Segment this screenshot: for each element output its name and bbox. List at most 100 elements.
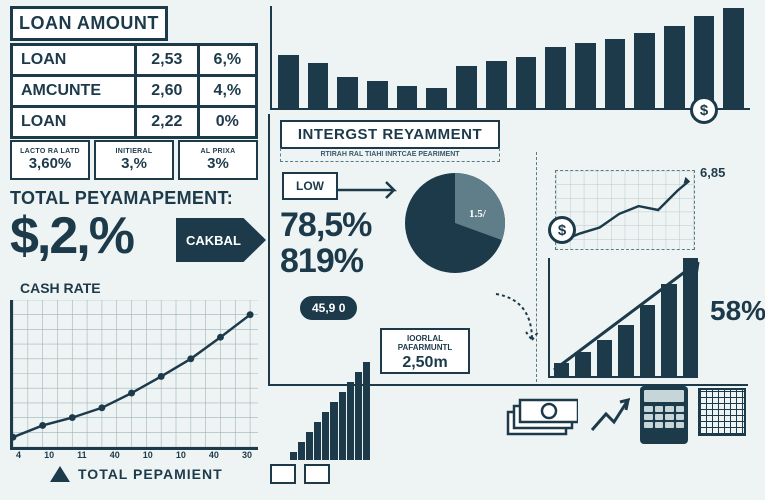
cash-xaxis-tick: 4 — [16, 450, 21, 460]
top-bar — [486, 61, 507, 108]
mini-line-chart — [555, 170, 695, 250]
stat-strip: LACTO RA LATD 3,60% INITIERAL 3,% AL PRI… — [10, 140, 258, 180]
top-bar — [308, 63, 329, 108]
pie-chart: 1.5/ — [400, 168, 510, 278]
bottom-boxes — [270, 464, 330, 484]
stair-bar — [339, 392, 346, 460]
loan-row-label: AMCUNTE — [12, 76, 136, 107]
interest-repayment-title: INTERGST REYAMMENT — [280, 120, 500, 149]
loan-row-label: LOAN — [12, 107, 136, 138]
big-pct-b: 819% — [280, 244, 371, 280]
top-bar — [426, 88, 447, 108]
rb-bar — [661, 284, 676, 376]
low-tag: LOW — [282, 172, 338, 200]
right-bottom-bar-chart — [548, 258, 698, 378]
mini-line-value: 6,85 — [700, 165, 725, 180]
rb-bar — [597, 340, 612, 376]
loan-row-rate: 6,% — [198, 45, 256, 76]
stat-label: AL PRIXA — [201, 148, 236, 155]
loan-table-header: LOAN AMOUNT — [10, 6, 168, 41]
top-bar — [664, 26, 685, 108]
calculator-icon — [640, 386, 688, 444]
bottom-box — [270, 464, 296, 484]
rb-bar — [618, 325, 633, 376]
cash-rate-label: CASH RATE — [20, 280, 101, 296]
cash-xaxis-tick: 10 — [143, 450, 153, 460]
small-box-label: IOORLAL PAFARMUNTL — [398, 334, 453, 352]
big-percentages: 78,5% 819% — [280, 208, 371, 279]
top-bar-chart — [270, 6, 750, 110]
coin-icon: $ — [548, 216, 576, 244]
grid-icon — [698, 388, 746, 436]
connector-arrow-right — [336, 178, 406, 202]
right-bottom-pct: 58% — [710, 295, 765, 327]
loan-row-amount: 2,53 — [135, 45, 198, 76]
stat-cell: LACTO RA LATD 3,60% — [10, 140, 90, 180]
cash-xaxis-tick: 10 — [44, 450, 54, 460]
stair-bar — [290, 452, 297, 460]
triangle-icon — [50, 466, 70, 482]
stat-value: 3,60% — [29, 155, 72, 172]
loan-table-body: LOAN 2,53 6,% AMCUNTE 2,60 4,% LOAN 2,22… — [10, 43, 258, 139]
top-bar — [278, 55, 299, 108]
pill-value: 45,9 0 — [300, 296, 357, 320]
vertical-divider — [268, 114, 270, 384]
interest-repayment-sub: RTIRAH RAL TIAHI INRTCAE PEARIMENT — [280, 148, 500, 162]
top-bar — [397, 86, 418, 108]
money-stack-icon — [506, 392, 578, 436]
small-box-value: 2,50m — [382, 354, 468, 372]
stair-bar — [322, 412, 329, 460]
stair-bar — [363, 362, 370, 460]
stat-cell: INITIERAL 3,% — [94, 140, 174, 180]
loan-row-rate: 0% — [198, 107, 256, 138]
stat-label: LACTO RA LATD — [20, 148, 80, 155]
staircase-bars — [290, 340, 370, 460]
small-info-box: IOORLAL PAFARMUNTL 2,50m — [380, 328, 470, 374]
top-bar — [545, 47, 566, 108]
cash-xaxis-tick: 11 — [77, 450, 87, 460]
total-payment-label: TOTAL PEYAMAPEMENT: — [10, 188, 233, 209]
total-payment-big: $,2,% — [10, 210, 133, 262]
top-bar — [634, 33, 655, 108]
stair-bar — [330, 402, 337, 460]
stair-bar — [306, 432, 313, 460]
rb-bar — [554, 363, 569, 376]
bottom-box — [304, 464, 330, 484]
cash-rate-chart — [10, 300, 258, 450]
loan-row-amount: 2,60 — [135, 76, 198, 107]
stat-value: 3% — [207, 155, 229, 172]
top-bar — [516, 57, 537, 108]
top-bar — [575, 43, 596, 108]
loan-row-amount: 2,22 — [135, 107, 198, 138]
top-bar — [605, 39, 626, 108]
svg-text:1.5/: 1.5/ — [469, 208, 487, 220]
top-bar — [337, 77, 358, 108]
stair-bar — [355, 372, 362, 460]
rb-bar — [640, 305, 655, 376]
stair-bar — [347, 382, 354, 460]
stair-bar — [298, 442, 305, 460]
stat-label: INITIERAL — [116, 148, 153, 155]
top-bar — [456, 66, 477, 108]
coin-icon: $ — [690, 96, 718, 124]
big-pct-a: 78,5% — [280, 208, 371, 244]
top-bar — [367, 81, 388, 108]
top-bar — [723, 8, 744, 108]
stair-bar — [314, 422, 321, 460]
loan-row-rate: 4,% — [198, 76, 256, 107]
cash-xaxis-tick: 30 — [242, 450, 252, 460]
stat-value: 3,% — [121, 155, 147, 172]
stat-cell: AL PRIXA 3% — [178, 140, 258, 180]
trend-up-icon — [588, 392, 630, 434]
cash-xaxis-tick: 40 — [110, 450, 120, 460]
loan-row-label: LOAN — [12, 45, 136, 76]
arrow-tag: CAKBAL — [176, 218, 266, 262]
cash-xaxis-tick: 40 — [209, 450, 219, 460]
cash-xaxis-tick: 10 — [176, 450, 186, 460]
bottom-label: TOTAL PEPAMIENT — [78, 466, 223, 482]
cash-rate-xaxis: 4 10 11 40 10 10 40 30 — [10, 450, 258, 460]
rb-bar — [683, 258, 698, 376]
connector-arrow-down — [492, 290, 542, 350]
rb-bar — [575, 352, 590, 376]
top-bar — [694, 16, 715, 108]
